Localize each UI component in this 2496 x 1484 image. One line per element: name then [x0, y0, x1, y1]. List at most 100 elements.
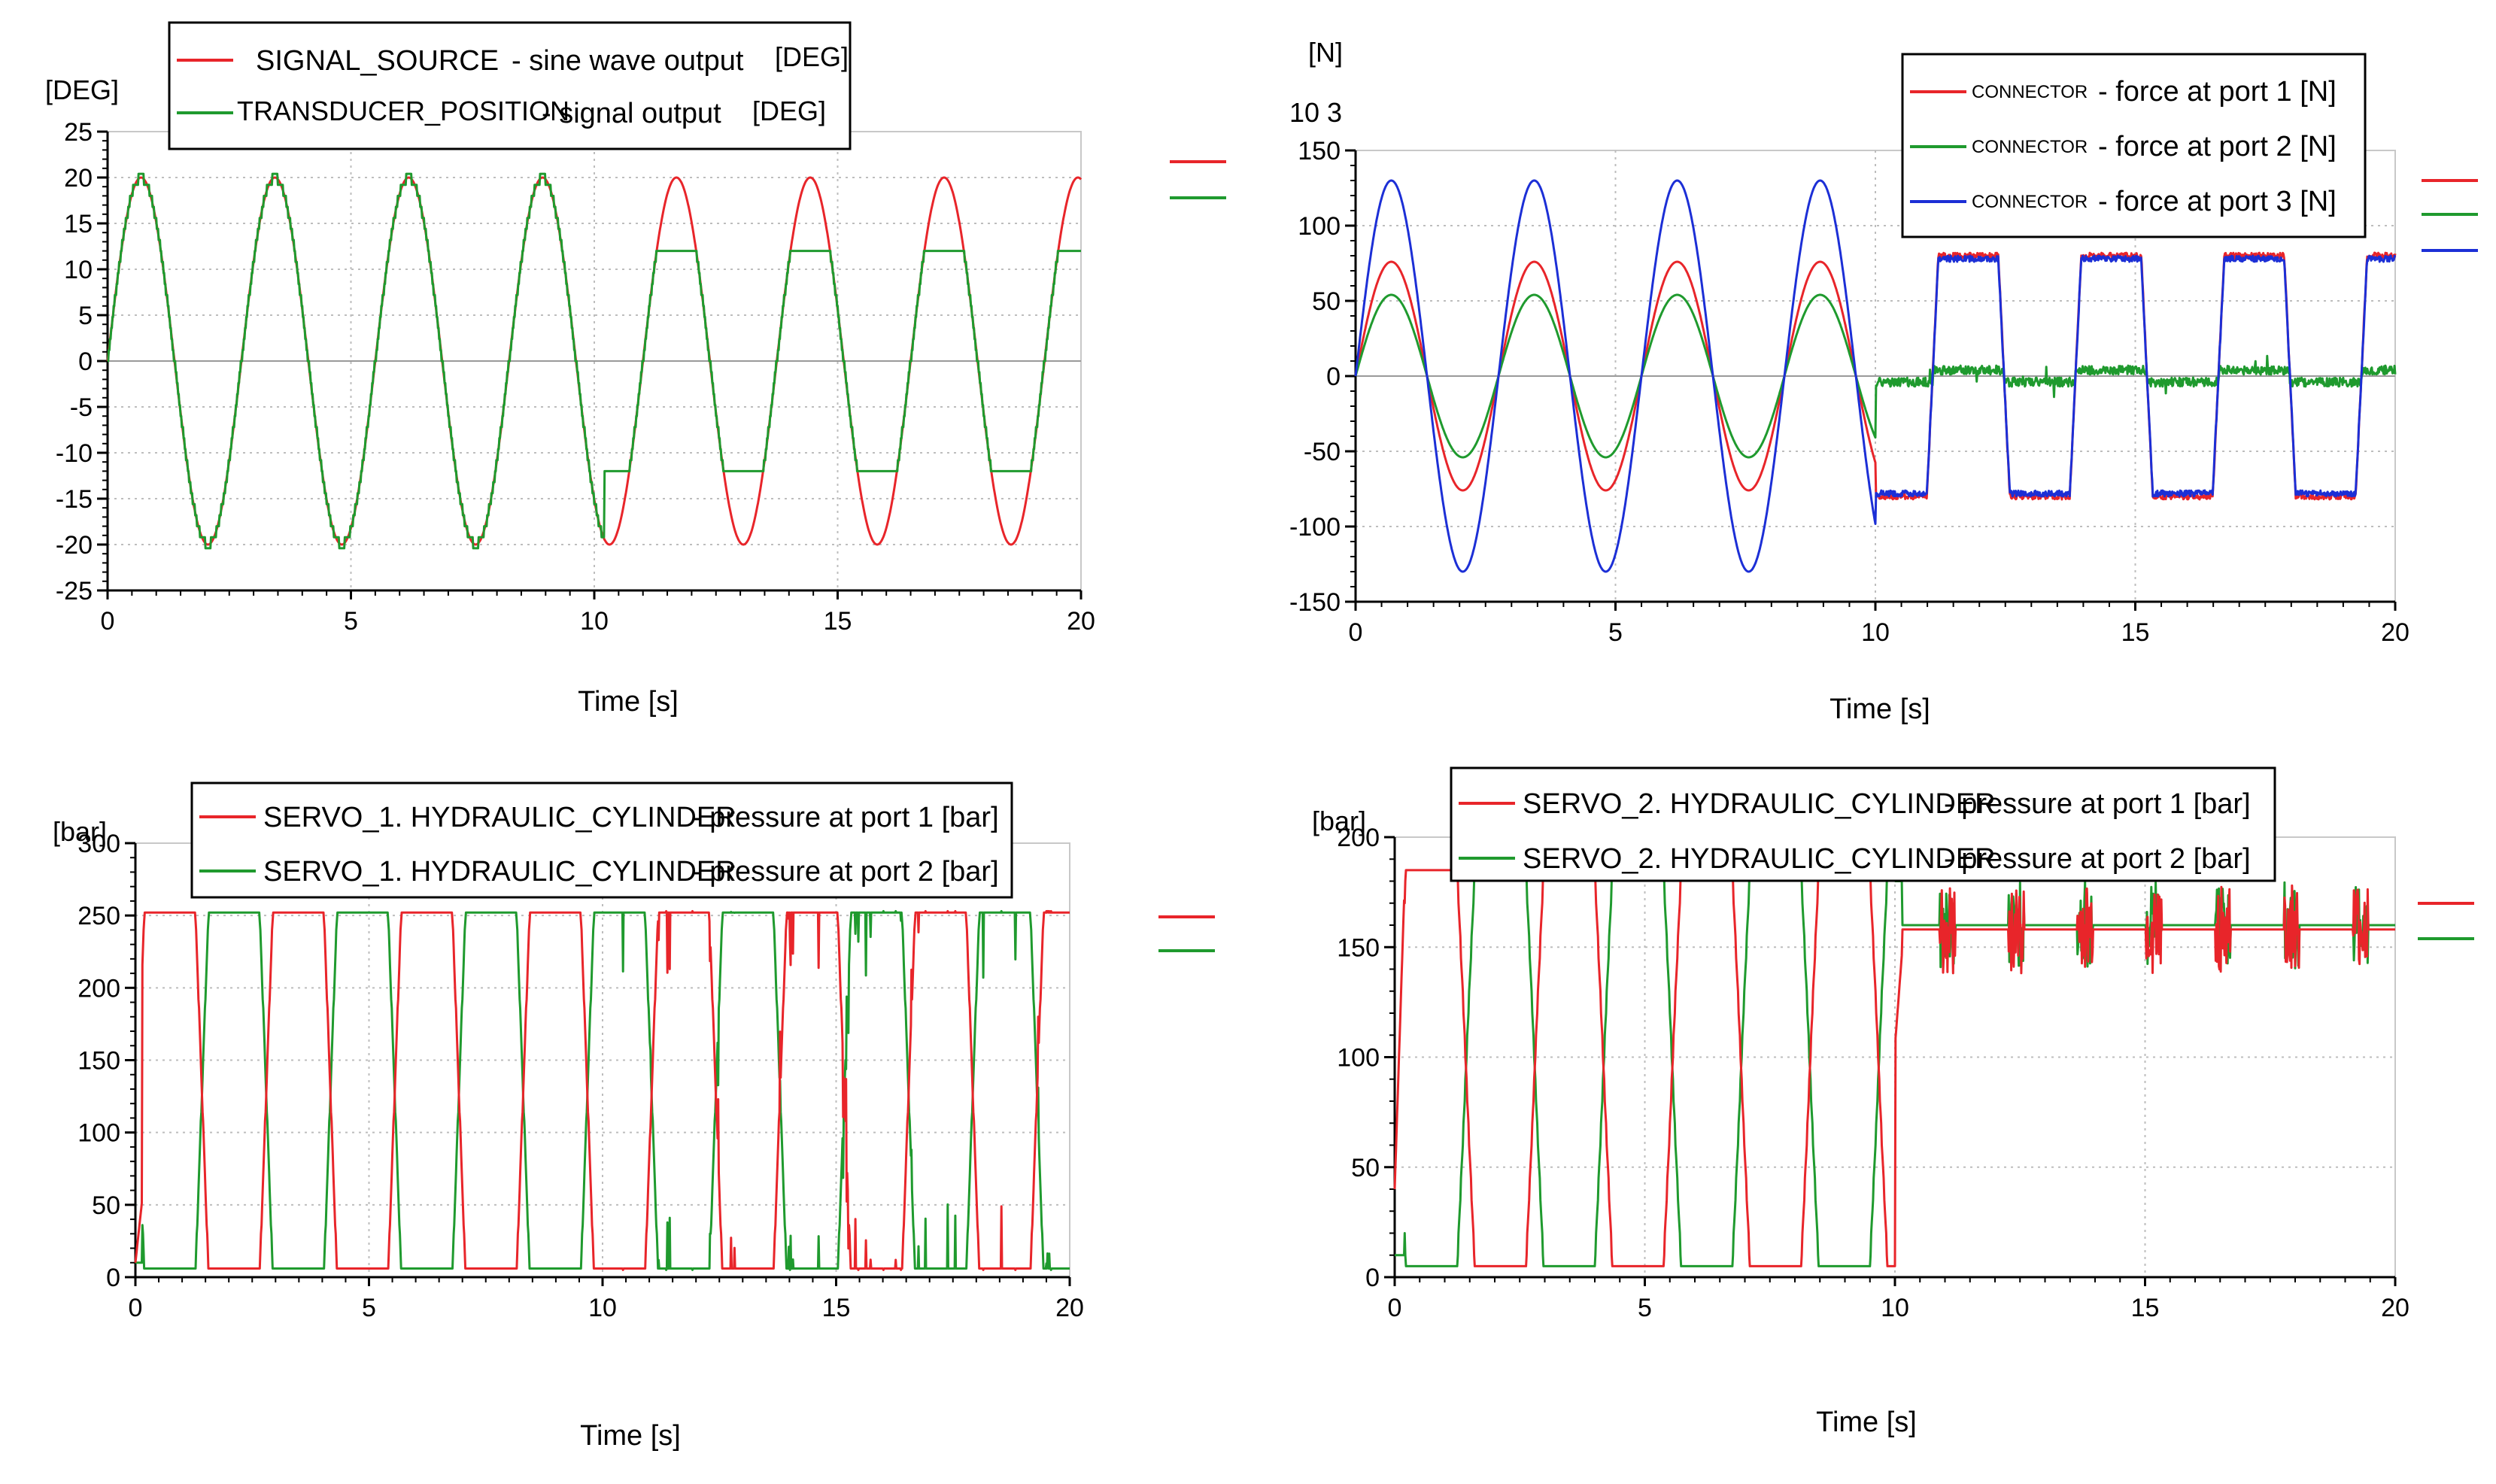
legend-prefix: SERVO_2. HYDRAULIC_CYLINDER: [1523, 843, 1996, 875]
series-line-2: [107, 172, 1082, 550]
y-tick-label: -20: [56, 531, 93, 560]
y-tick-label: -25: [56, 577, 93, 605]
legend-prefix: SERVO_2. HYDRAULIC_CYLINDER: [1523, 788, 1996, 820]
x-tick-label: 15: [822, 1294, 851, 1322]
y-tick-label: -150: [1289, 588, 1341, 617]
y-tick-label: 0: [1365, 1264, 1380, 1292]
y-tick-label: 150: [1337, 933, 1380, 962]
x-tick-label: 5: [1638, 1294, 1652, 1322]
y-tick-label: 150: [77, 1047, 120, 1076]
x-tick-label: 15: [824, 607, 852, 636]
y-tick-label: 250: [77, 902, 120, 930]
y-tick-label: 100: [1337, 1044, 1380, 1073]
x-tick-label: 0: [1349, 618, 1363, 647]
plot-area: 0 5 10 15 20 150 100 50 0 -50 -100 -150: [1289, 137, 2409, 647]
legend-desc: - pressure at port 1 [bar]: [692, 802, 999, 833]
y-tick-label: 50: [1312, 287, 1341, 316]
chart-servo2-svg: 0 5 10 15 20 200 150 100 50 0 [bar] SERVO_2. HYDR…: [1312, 766, 2474, 1438]
side-swatches: [1158, 915, 1215, 952]
y-tick-label: 200: [77, 974, 120, 1003]
legend-desc: - sine wave output: [512, 45, 744, 77]
x-tick-label: 5: [344, 607, 358, 636]
x-axis-label: Time [s]: [578, 686, 679, 718]
y-tick-label: 0: [106, 1264, 120, 1292]
legend-prefix: CONNECTOR: [1972, 82, 2088, 102]
legend-desc: - pressure at port 1 [bar]: [1944, 788, 2251, 820]
chart-position: 0 5 10 15 20 25 20 15 10 5 0 -5 -10 -15 -20 -25 [DEG] S…: [0, 0, 1248, 742]
chart-servo1-svg: 0 5 10 15 20 300 250 200 150 100 50 0 [bar] SERVO_1…: [53, 781, 1215, 1452]
y-tick-label: 100: [1298, 212, 1341, 241]
x-axis-label: Time [s]: [1829, 693, 1930, 725]
x-tick-label: 10: [1881, 1294, 1909, 1322]
y-tick-label: -10: [56, 439, 93, 468]
y-tick-label: 0: [78, 347, 93, 376]
x-tick-label: 20: [2381, 618, 2409, 647]
x-tick-label: 0: [129, 1294, 143, 1322]
legend-prefix: TRANSDUCER_POSITION: [237, 96, 569, 126]
y-unit-label: [N]: [1308, 37, 1343, 68]
x-tick-label: 0: [101, 607, 115, 636]
y-tick-label: 50: [92, 1191, 120, 1220]
legend-prefix: CONNECTOR: [1972, 137, 2088, 157]
legend: CONNECTOR - force at port 1 [N] CONNECTO…: [1901, 53, 2367, 238]
y-tick-label: 100: [77, 1119, 120, 1148]
y-tick-label: 50: [1351, 1154, 1380, 1182]
y-tick-label: 150: [1298, 137, 1341, 165]
y-tick-label: 15: [64, 210, 93, 238]
side-swatches: [1170, 160, 1226, 199]
plot-area: 0 5 10 15 20 200 150 100 50 0: [1337, 824, 2409, 1322]
legend: SERVO_2. HYDRAULIC_CYLINDER - pressure a…: [1450, 766, 2276, 882]
legend-desc: - force at port 2 [N]: [2098, 131, 2337, 162]
legend: SIGNAL_SOURCE - sine wave output [DEG] T…: [168, 21, 852, 150]
y-tick-label: 0: [1326, 363, 1341, 391]
y-tick-label: 200: [1337, 824, 1380, 852]
x-tick-label: 5: [362, 1294, 376, 1322]
series-line-3: [1354, 179, 2397, 573]
x-tick-label: 10: [1861, 618, 1890, 647]
y-tick-label: 10: [64, 256, 93, 284]
legend-prefix: SIGNAL_SOURCE: [256, 45, 499, 77]
plot-area: 0 5 10 15 20 300 250 200 150 100 50 0: [77, 830, 1084, 1322]
chart-position-svg: 0 5 10 15 20 25 20 15 10 5 0 -5 -10 -15 -20 -25 [DEG] S…: [45, 21, 1226, 718]
x-tick-label: 10: [580, 607, 609, 636]
legend-prefix: CONNECTOR: [1972, 192, 2088, 212]
chart-servo1-pressure: 0 5 10 15 20 300 250 200 150 100 50 0 [bar] SERVO_1…: [0, 742, 1248, 1483]
legend-desc: - force at port 3 [N]: [2098, 186, 2337, 217]
x-tick-label: 10: [588, 1294, 617, 1322]
y-tick-label: -50: [1304, 438, 1341, 466]
x-tick-label: 15: [2121, 618, 2150, 647]
y-tick-label: 5: [78, 302, 93, 330]
series-line-2: [1354, 293, 2397, 459]
legend-prefix: SERVO_1. HYDRAULIC_CYLINDER: [263, 856, 736, 888]
legend-unit: [DEG]: [775, 41, 849, 72]
y-tick-label: 25: [64, 118, 93, 147]
y-unit-label: [DEG]: [45, 74, 119, 105]
y-unit-label: [bar]: [53, 816, 107, 847]
legend-desc: - signal output: [542, 98, 721, 129]
legend-desc: - pressure at port 2 [bar]: [1944, 843, 2251, 875]
x-tick-label: 5: [1608, 618, 1623, 647]
x-tick-label: 20: [2381, 1294, 2409, 1322]
side-swatches: [2422, 179, 2478, 252]
legend: SERVO_1. HYDRAULIC_CYLINDER - pressure a…: [190, 781, 1013, 899]
series-line-2: [135, 909, 1070, 1271]
x-axis-label: Time [s]: [1816, 1407, 1917, 1438]
series-line-1: [134, 909, 1070, 1271]
x-axis-label: Time [s]: [580, 1420, 681, 1452]
legend-prefix: SERVO_1. HYDRAULIC_CYLINDER: [263, 802, 736, 833]
x-tick-label: 20: [1067, 607, 1095, 636]
chart-servo2-pressure: 0 5 10 15 20 200 150 100 50 0 [bar] SERVO_2. HYDR…: [1248, 742, 2496, 1483]
y-tick-label: -5: [70, 393, 93, 422]
plot-area: 0 5 10 15 20 25 20 15 10 5 0 -5 -10 -15 -20 -25: [56, 118, 1095, 636]
chart-force-svg: 0 5 10 15 20 150 100 50 0 -50 -100 -150 [N] 10 3 CO…: [1289, 37, 2478, 725]
x-tick-label: 20: [1055, 1294, 1084, 1322]
x-tick-label: 0: [1388, 1294, 1402, 1322]
x-tick-label: 15: [2131, 1294, 2160, 1322]
legend-unit: [DEG]: [752, 96, 826, 126]
chart-force: 0 5 10 15 20 150 100 50 0 -50 -100 -150 [N] 10 3 CO…: [1248, 0, 2496, 742]
y-tick-label: 20: [64, 164, 93, 193]
y-tick-label: -15: [56, 485, 93, 514]
y-tick-label: -100: [1289, 513, 1341, 542]
y-unit-label: [bar]: [1312, 806, 1366, 836]
y-exponent: 10 3: [1289, 97, 1342, 128]
